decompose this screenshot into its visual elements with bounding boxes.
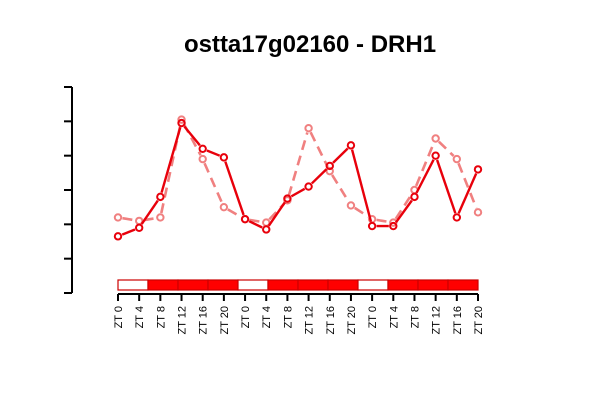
series-line-segment [227, 208, 242, 219]
data-point [452, 154, 462, 164]
data-point [219, 153, 229, 162]
data-point [113, 232, 123, 241]
data-point [113, 213, 123, 222]
x-tick-label: ZT 20 [473, 306, 485, 335]
x-tick-label: ZT 20 [219, 306, 231, 335]
series-line-segment [290, 187, 306, 198]
light-dark-bar [117, 279, 479, 291]
x-tick-label: ZT 4 [261, 306, 273, 328]
x-tick-label: ZT 12 [431, 306, 443, 335]
data-point [198, 144, 207, 154]
x-tick-label: ZT 12 [177, 306, 189, 335]
series-line-segment [140, 199, 159, 225]
series-line-segment [249, 218, 263, 224]
x-tick-label: ZT 8 [409, 306, 421, 328]
dark-period-segment [147, 279, 179, 291]
data-point [346, 201, 356, 210]
series-line-segment [331, 174, 350, 203]
series-line-segment [203, 162, 224, 204]
data-point [410, 192, 419, 202]
data-point [325, 166, 334, 176]
data-point [304, 182, 313, 191]
dark-period-segment [417, 279, 449, 291]
data-point [240, 214, 250, 224]
series-line-segment [350, 149, 373, 223]
dark-period-segment [267, 279, 299, 291]
series-line-segment [457, 173, 478, 214]
light-period-segment [117, 279, 149, 291]
y-axis [64, 86, 73, 294]
series-line-segment [206, 149, 221, 157]
data-point [473, 208, 483, 217]
series-line-segment [122, 216, 135, 222]
dark-period-segment [387, 279, 419, 291]
data-point [304, 124, 313, 133]
x-tick-label: ZT 0 [367, 306, 379, 328]
series-line-segment [354, 206, 370, 218]
data-point [452, 213, 462, 222]
dark-period-segment [207, 279, 239, 291]
dark-period-segment [327, 279, 359, 291]
data-point [431, 134, 440, 143]
data-point [431, 151, 440, 160]
series-line-segment [267, 201, 286, 227]
series-line-segment [414, 142, 436, 187]
data-point [346, 141, 356, 150]
series-layer [113, 115, 483, 241]
series-dashed [113, 115, 483, 227]
series-line-segment [435, 159, 457, 214]
series-solid [113, 118, 483, 241]
data-point [325, 161, 334, 171]
x-tick-label: ZT 12 [304, 306, 316, 335]
series-line-segment [309, 131, 329, 168]
series-line-segment [415, 159, 435, 194]
x-tick-label: ZT 4 [134, 306, 146, 328]
data-point [156, 192, 165, 202]
x-tick-label: ZT 0 [113, 306, 125, 328]
x-tick-label: ZT 0 [240, 306, 252, 328]
chart-title: ostta17g02160 - DRH1 [184, 31, 436, 58]
series-line-segment [394, 193, 414, 220]
x-tick-label: ZT 16 [452, 306, 464, 335]
data-point [219, 202, 229, 212]
x-tick-label: ZT 4 [388, 306, 400, 328]
data-point [262, 225, 271, 234]
light-period-segment [237, 279, 269, 291]
series-line-segment [332, 147, 349, 164]
x-tick-label: ZT 8 [155, 306, 167, 328]
data-point [177, 115, 186, 124]
series-line-segment [121, 228, 136, 236]
series-line-segment [457, 162, 478, 209]
x-tick-label: ZT 20 [346, 306, 358, 335]
light-period-segment [357, 279, 389, 291]
series-line-segment [394, 199, 413, 224]
dark-period-segment [297, 279, 329, 291]
data-point [473, 165, 483, 174]
series-line-segment [310, 168, 328, 185]
data-point [156, 213, 165, 222]
data-point [283, 194, 292, 203]
x-axis: ZT 0 ZT 4 ZT 8 ZT 12 ZT 16 ZT 20 ZT 0 ZT 4 ZT 8 Z… [113, 293, 485, 335]
data-point [367, 221, 377, 231]
x-tick-label: ZT 16 [198, 306, 210, 335]
series-line-segment [160, 127, 182, 193]
series-line-segment [287, 132, 309, 197]
x-tick-label: ZT 16 [325, 306, 337, 335]
dark-period-segment [177, 279, 209, 291]
series-line-segment [437, 140, 455, 157]
x-tick-label: ZT 8 [282, 306, 294, 328]
series-line-segment [376, 218, 390, 224]
data-point [198, 154, 207, 164]
data-point [177, 118, 186, 128]
data-point [134, 223, 144, 232]
series-line-segment [183, 125, 201, 147]
dark-period-segment [447, 279, 479, 291]
series-line-segment [224, 161, 245, 216]
data-point [389, 221, 398, 231]
series-line-segment [248, 220, 263, 229]
